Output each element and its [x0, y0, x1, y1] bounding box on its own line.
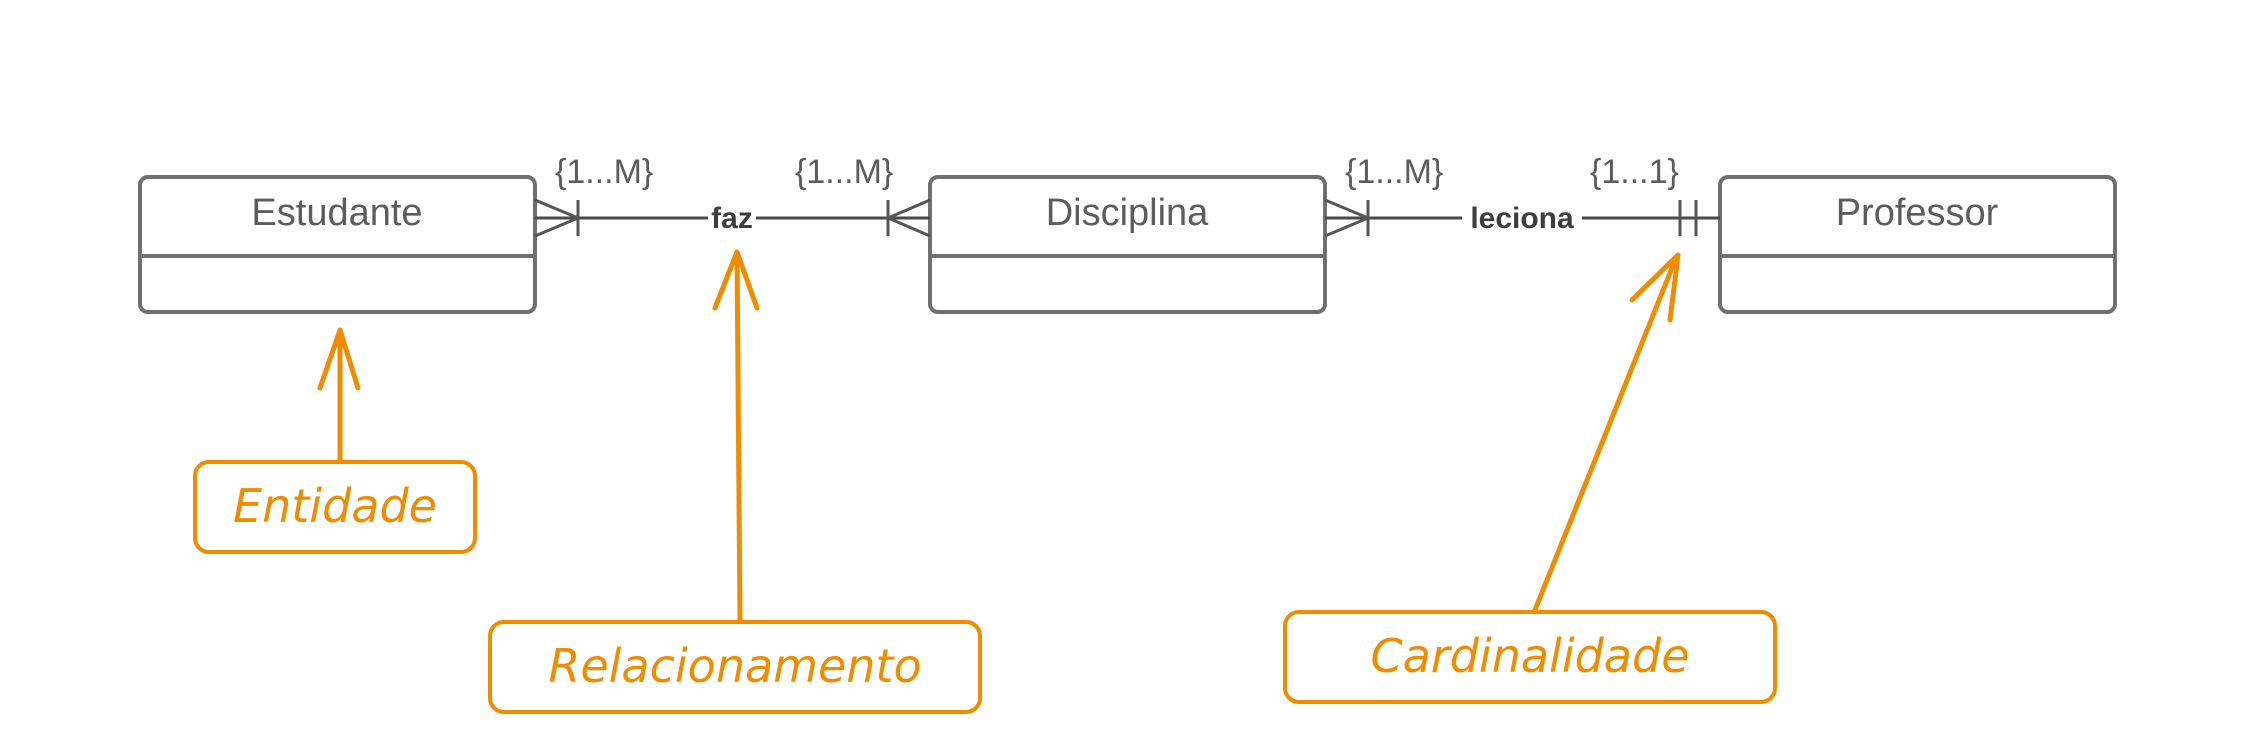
crowfoot-many-icon — [1324, 198, 1372, 238]
annotation-entidade-label: Entidade — [233, 479, 437, 533]
entity-professor-name: Professor — [1836, 192, 1999, 234]
one-and-only-one-icon — [1678, 200, 1698, 236]
cardinality-leciona-from: {1...M} — [1345, 153, 1443, 191]
arrowhead-icon — [317, 327, 361, 391]
entity-disciplina[interactable]: Disciplina — [928, 175, 1327, 314]
arrowhead-icon — [712, 249, 760, 311]
entity-professor[interactable]: Professor — [1718, 175, 2117, 314]
relationship-faz[interactable]: faz {1...M} {1...M} — [534, 153, 931, 238]
entity-estudante[interactable]: Estudante — [138, 175, 537, 314]
entity-estudante-name: Estudante — [251, 192, 422, 234]
annotation-cardinalidade-label: Cardinalidade — [1371, 629, 1690, 683]
cardinality-faz-to: {1...M} — [795, 153, 893, 191]
relationship-leciona[interactable]: leciona {1...M} {1...1} — [1324, 153, 1720, 238]
crowfoot-many-icon — [884, 198, 931, 238]
annotation-entidade: Entidade — [193, 327, 477, 554]
annotation-relacionamento: Relacionamento — [488, 249, 982, 714]
annotation-relacionamento-box — [488, 620, 982, 714]
annotation-entidade-box — [193, 460, 477, 554]
annotation-cardinalidade-box — [1283, 610, 1777, 704]
entity-disciplina-name: Disciplina — [1046, 192, 1209, 234]
cardinality-leciona-to: {1...1} — [1590, 153, 1679, 191]
arrow-icon — [734, 252, 743, 623]
relationship-faz-label: faz — [711, 202, 753, 235]
annotation-cardinalidade: Cardinalidade — [1283, 252, 1777, 704]
relationship-leciona-label: leciona — [1470, 202, 1574, 235]
arrowhead-icon — [1629, 252, 1681, 323]
arrow-icon — [1532, 255, 1679, 613]
crowfoot-many-icon — [534, 198, 582, 238]
cardinality-faz-from: {1...M} — [555, 153, 653, 191]
annotation-relacionamento-label: Relacionamento — [548, 639, 921, 693]
